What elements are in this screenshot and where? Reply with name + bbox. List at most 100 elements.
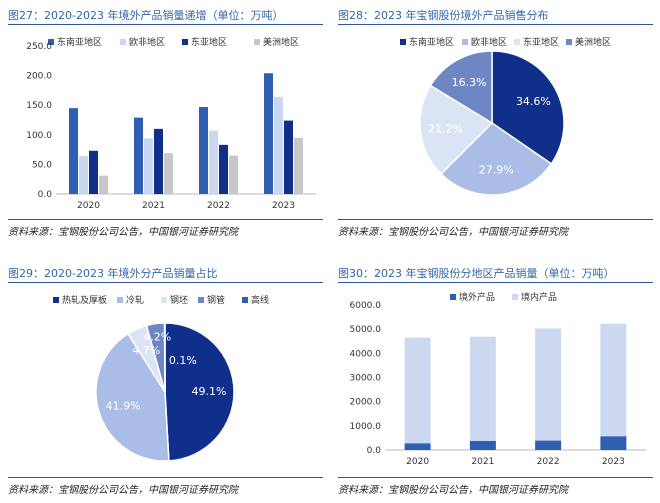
pie-value-label: 4.7% (132, 344, 160, 357)
title-rule (338, 24, 653, 25)
bar (600, 323, 627, 437)
source-rule (8, 477, 323, 478)
y-tick-label: 5000.0 (350, 325, 382, 335)
pie-chart-28: 东南亚地区 欧非地区 东亚地区 美洲地区 34.6% 27.9% 21.2% 16.3% (400, 36, 611, 196)
legend-swatch (400, 39, 406, 45)
chart-panel-27: 图27：2020-2023 年境外产品销量递增（单位：万吨） 东南亚地区 欧非地区… (8, 7, 323, 239)
y-tick-label: 0.0 (367, 446, 382, 456)
y-tick-label: 250.0 (26, 42, 52, 52)
bar (69, 108, 78, 194)
pie-slice (419, 84, 494, 175)
bar (144, 138, 153, 194)
legend-swatch (566, 39, 572, 45)
bar (89, 150, 98, 194)
legend-swatch (161, 297, 167, 303)
y-tick-label: 3000.0 (350, 374, 382, 384)
chart-source: 资料来源：宝钢股份公司公告，中国银河证券研究院 (8, 227, 238, 238)
pie-value-label: 49.1% (192, 385, 227, 398)
legend-swatch (120, 39, 126, 45)
legend-swatch (198, 297, 204, 303)
legend-label: 东南亚地区 (409, 36, 454, 48)
y-tick-label: 50.0 (32, 160, 52, 170)
legend-swatch (53, 297, 59, 303)
chart-panel-30: 图30：2023 年宝钢股份分地区产品销量（单位：万吨） 境外产品 境内产品 0.0… (338, 265, 653, 497)
bar (469, 440, 496, 450)
title-rule (8, 282, 323, 283)
x-tick-label: 2021 (471, 457, 494, 467)
pie-value-label: 41.9% (106, 399, 141, 412)
pie-chart-29: 热轧及厚板 冷轧 钢坯 钢管 高线 49.1% 41.9% 4.7%4.2% 0.1% (53, 294, 269, 462)
bar (199, 106, 208, 194)
pie-slice (164, 322, 235, 462)
bar (404, 337, 431, 444)
bar (535, 328, 562, 441)
legend-label: 热轧及厚板 (62, 294, 107, 306)
stacked-bar-chart-30: 境外产品 境内产品 0.0 1000.0 2000.0 3000.0 4000.0 5000.… (350, 291, 646, 467)
legend-label: 高线 (251, 294, 269, 306)
chart-source: 资料来源：宝钢股份公司公告，中国银河证券研究院 (8, 485, 238, 496)
chart-panel-29: 图29：2020-2023 年境外分产品销量占比 热轧及厚板 冷轧 钢坯 钢管 高线 49… (8, 265, 323, 497)
x-tick-label: 2020 (77, 201, 100, 211)
legend-label: 东南亚地区 (57, 36, 102, 48)
bar (535, 440, 562, 450)
bar (134, 117, 143, 194)
bar-chart-27: 东南亚地区 欧非地区 东亚地区 美洲地区 0.0 50.0 100.0 150.0 200.0 2… (26, 36, 316, 211)
legend-label: 境外产品 (459, 291, 495, 303)
chart-title: 图29：2020-2023 年境外分产品销量占比 (8, 267, 218, 280)
y-tick-label: 6000.0 (350, 301, 382, 311)
pie-value-label: 21.2% (428, 123, 463, 136)
pie-slice (491, 50, 565, 165)
pie-slice (429, 50, 493, 125)
source-rule (338, 477, 653, 478)
legend-swatch (48, 39, 54, 45)
legend-swatch (182, 39, 188, 45)
legend-swatch (254, 39, 260, 45)
legend-label: 钢坯 (170, 294, 188, 306)
chart-title: 图30：2023 年宝钢股份分地区产品销量（单位：万吨） (338, 267, 615, 280)
legend-swatch (514, 39, 520, 45)
x-tick-label: 2020 (406, 457, 429, 467)
pie-value-label: 0.1% (169, 354, 197, 367)
y-tick-label: 4000.0 (350, 349, 382, 359)
legend-swatch (117, 297, 123, 303)
bar (284, 120, 293, 194)
x-tick-label: 2023 (602, 457, 625, 467)
pie-value-label: 4.2% (143, 331, 171, 344)
bar (229, 155, 238, 194)
x-tick-label: 2021 (142, 201, 165, 211)
bar (219, 144, 228, 194)
bar (264, 73, 273, 194)
chart-panel-28: 图28：2023 年宝钢股份境外产品销售分布 东南亚地区 欧非地区 东亚地区 美洲地区… (338, 7, 653, 239)
legend-label: 境内产品 (521, 291, 557, 303)
y-tick-label: 1000.0 (350, 422, 382, 432)
legend-swatch (462, 39, 468, 45)
legend-label: 美洲地区 (575, 36, 611, 48)
source-rule (338, 219, 653, 220)
pie-slice (440, 122, 553, 196)
bar (154, 128, 163, 194)
legend-label: 冷轧 (126, 294, 144, 306)
legend-swatch (512, 294, 518, 300)
pie-value-label: 16.3% (452, 76, 487, 89)
legend-label: 美洲地区 (263, 36, 299, 48)
y-tick-label: 200.0 (26, 72, 52, 82)
y-tick-label: 100.0 (26, 131, 52, 141)
chart-title: 图28：2023 年宝钢股份境外产品销售分布 (338, 9, 549, 22)
chart-source: 资料来源：宝钢股份公司公告，中国银河证券研究院 (338, 227, 568, 238)
bar (274, 96, 283, 194)
x-tick-label: 2023 (272, 201, 295, 211)
legend-label: 欧非地区 (471, 36, 507, 48)
bar (404, 443, 431, 450)
legend-swatch (242, 297, 248, 303)
y-tick-label: 150.0 (26, 101, 52, 111)
legend-label: 东亚地区 (191, 36, 227, 48)
legend-swatch (450, 294, 456, 300)
bar (99, 175, 108, 194)
bar (79, 156, 88, 194)
source-rule (8, 219, 323, 220)
pie-value-label: 34.6% (516, 95, 551, 108)
y-tick-label: 2000.0 (350, 398, 382, 408)
bar (209, 130, 218, 194)
pie-slice (95, 332, 170, 462)
bar (164, 153, 173, 194)
